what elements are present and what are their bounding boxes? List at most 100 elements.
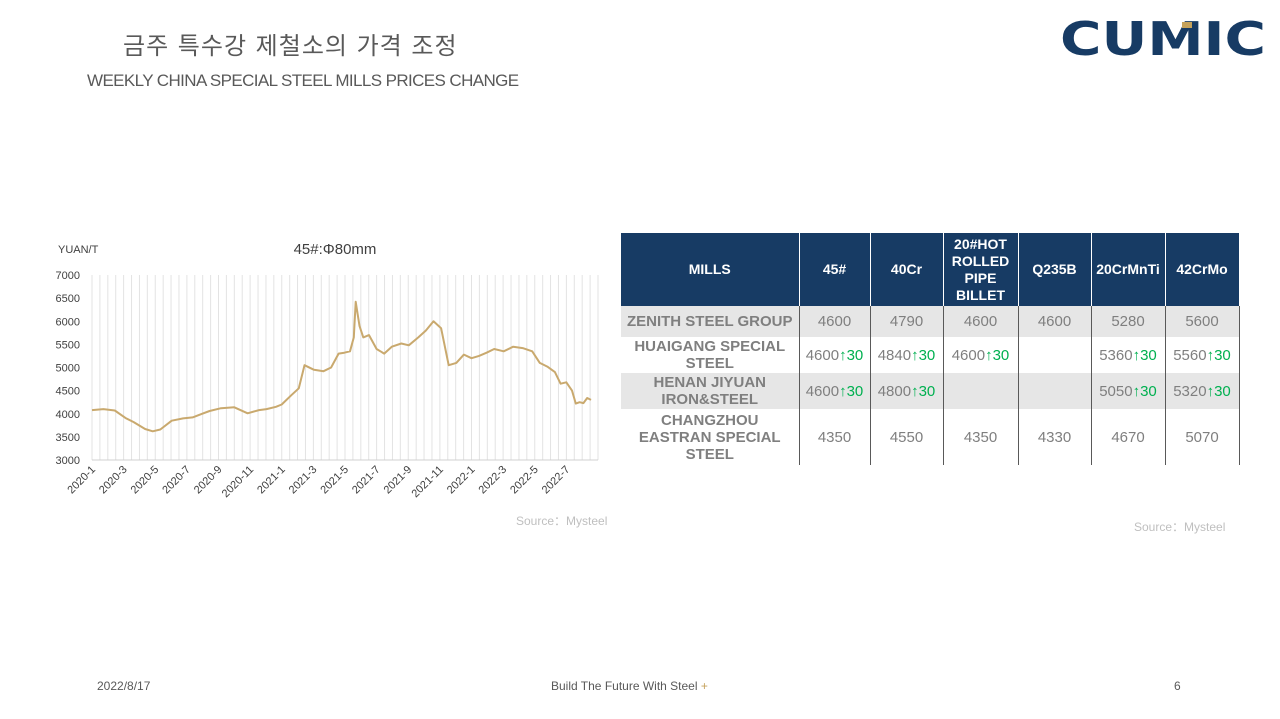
price-change: ↑30 [911, 382, 936, 400]
x-tick-label: 2022-1 [445, 464, 478, 497]
x-tick-label: 2020-11 [220, 464, 256, 500]
chart-title: 45#:Φ80mm [294, 241, 377, 258]
price-value: 4800 [877, 382, 912, 400]
column-header: 20CrMnTi [1091, 233, 1166, 306]
x-tick-label: 2020-5 [129, 464, 162, 497]
x-tick-label: 2022-5 [508, 464, 541, 497]
price-value: 5050 [1099, 382, 1133, 400]
price-cell: 4790 [870, 306, 944, 337]
y-tick-label: 7000 [56, 270, 80, 282]
column-header: 20#HOT ROLLED PIPE BILLET [943, 233, 1019, 306]
price-cell: 4600↑30 [943, 337, 1019, 373]
price-value: 4600 [1037, 313, 1072, 330]
footer-slogan-mark: + [700, 679, 708, 693]
price-value: 4600 [951, 346, 986, 364]
column-header: 40Cr [870, 233, 944, 306]
price-value: 4330 [1037, 428, 1072, 446]
logo-text: CUMIC [1060, 14, 1266, 64]
price-cell: 4350 [799, 409, 871, 465]
price-value: 4350 [817, 428, 852, 446]
table-row: ZENITH STEEL GROUP 4600 4790 4600 4600 5280 56… [621, 306, 1240, 337]
price-cell: 4350 [943, 409, 1019, 465]
price-cell: 4600↑30 [799, 373, 871, 409]
table-row: HENAN JIYUAN IRON&STEEL 4600↑30 4800↑30 505… [621, 373, 1240, 409]
mill-prices-table: MILLS 45# 40Cr 20#HOT ROLLED PIPE BILLET Q23… [621, 233, 1240, 465]
price-change: ↑30 [1132, 382, 1157, 400]
price-value: 4790 [889, 313, 924, 330]
price-value: 4350 [963, 428, 998, 446]
mill-name: HUAIGANG SPECIAL STEEL [621, 337, 800, 373]
column-header: Q235B [1018, 233, 1092, 306]
price-cell [1018, 337, 1092, 373]
price-change: ↑30 [1206, 382, 1231, 400]
price-value: 5360 [1099, 346, 1133, 364]
price-cell: 4840↑30 [870, 337, 944, 373]
y-tick-label: 6000 [56, 316, 80, 328]
table-source: Source：Mysteel [1134, 520, 1226, 534]
price-value: 4600 [817, 313, 852, 330]
chart-source: Source：Mysteel [516, 514, 608, 528]
price-cell: 4550 [870, 409, 944, 465]
price-value: 5560 [1173, 346, 1207, 364]
price-cell: 4600 [799, 306, 871, 337]
price-series-line [91, 300, 592, 433]
table-row: HUAIGANG SPECIAL STEEL 4600↑30 4840↑30 4600… [621, 337, 1240, 373]
x-tick-label: 2020-7 [160, 464, 193, 497]
x-tick-label: 2020-3 [97, 464, 130, 497]
footer-slogan: Build The Future With Steel + [551, 679, 708, 693]
price-cell: 4670 [1091, 409, 1166, 465]
y-axis-label: YUAN/T [58, 244, 99, 256]
x-tick-label: 2021-11 [409, 464, 445, 500]
price-cell: 4600 [1018, 306, 1092, 337]
price-cell: 5070 [1165, 409, 1240, 465]
table-header-row: MILLS 45# 40Cr 20#HOT ROLLED PIPE BILLET Q23… [621, 233, 1240, 306]
price-value: 5280 [1111, 313, 1145, 330]
column-header: 45# [799, 233, 871, 306]
mill-name: HENAN JIYUAN IRON&STEEL [621, 373, 800, 409]
mill-name: ZENITH STEEL GROUP [621, 306, 800, 337]
y-tick-label: 6500 [56, 293, 80, 305]
price-cell: 4600 [943, 306, 1019, 337]
price-cell: 4330 [1018, 409, 1092, 465]
price-cell [943, 373, 1019, 409]
price-value: 5070 [1185, 428, 1219, 446]
price-cell: 5320↑30 [1165, 373, 1240, 409]
price-value: 4600 [805, 346, 840, 364]
mill-name: CHANGZHOU EASTRAN SPECIAL STEEL [621, 409, 800, 465]
price-change: ↑30 [839, 382, 864, 400]
price-cell: 5360↑30 [1091, 337, 1166, 373]
price-value: 4550 [889, 428, 924, 446]
price-cell: 5050↑30 [1091, 373, 1166, 409]
footer-date: 2022/8/17 [97, 679, 151, 693]
x-tick-label: 2020-1 [65, 464, 98, 497]
title-english: WEEKLY CHINA SPECIAL STEEL MILLS PRICES … [87, 71, 519, 90]
price-value: 4670 [1111, 428, 1145, 446]
price-cell: 5560↑30 [1165, 337, 1240, 373]
price-value: 4600 [805, 382, 840, 400]
x-tick-label: 2021-1 [255, 464, 288, 497]
price-change: ↑30 [1132, 346, 1157, 364]
price-change: ↑30 [911, 346, 936, 364]
y-tick-label: 5000 [56, 363, 80, 375]
x-tick-label: 2021-3 [287, 464, 320, 497]
x-tick-label: 2022-3 [476, 464, 509, 497]
price-value: 4840 [877, 346, 912, 364]
column-header: MILLS [621, 233, 800, 306]
cumic-logo: CUMIC [1060, 14, 1266, 64]
y-tick-label: 3000 [56, 455, 80, 467]
y-tick-label: 5500 [56, 339, 80, 351]
price-cell: 4600↑30 [799, 337, 871, 373]
price-value: 5320 [1173, 382, 1207, 400]
price-value: 4600 [963, 313, 998, 330]
price-value: 5600 [1185, 313, 1219, 330]
y-tick-label: 3500 [56, 432, 80, 444]
table-row: CHANGZHOU EASTRAN SPECIAL STEEL 4350 4550 4… [621, 409, 1240, 465]
logo-accent-mark [1182, 22, 1192, 28]
price-cell: 5280 [1091, 306, 1166, 337]
price-cell: 4800↑30 [870, 373, 944, 409]
x-tick-label: 2022-7 [540, 464, 573, 497]
x-tick-label: 2021-5 [318, 464, 351, 497]
price-change: ↑30 [839, 346, 864, 364]
price-change: ↑30 [1206, 346, 1231, 364]
price-change: ↑30 [985, 346, 1010, 364]
